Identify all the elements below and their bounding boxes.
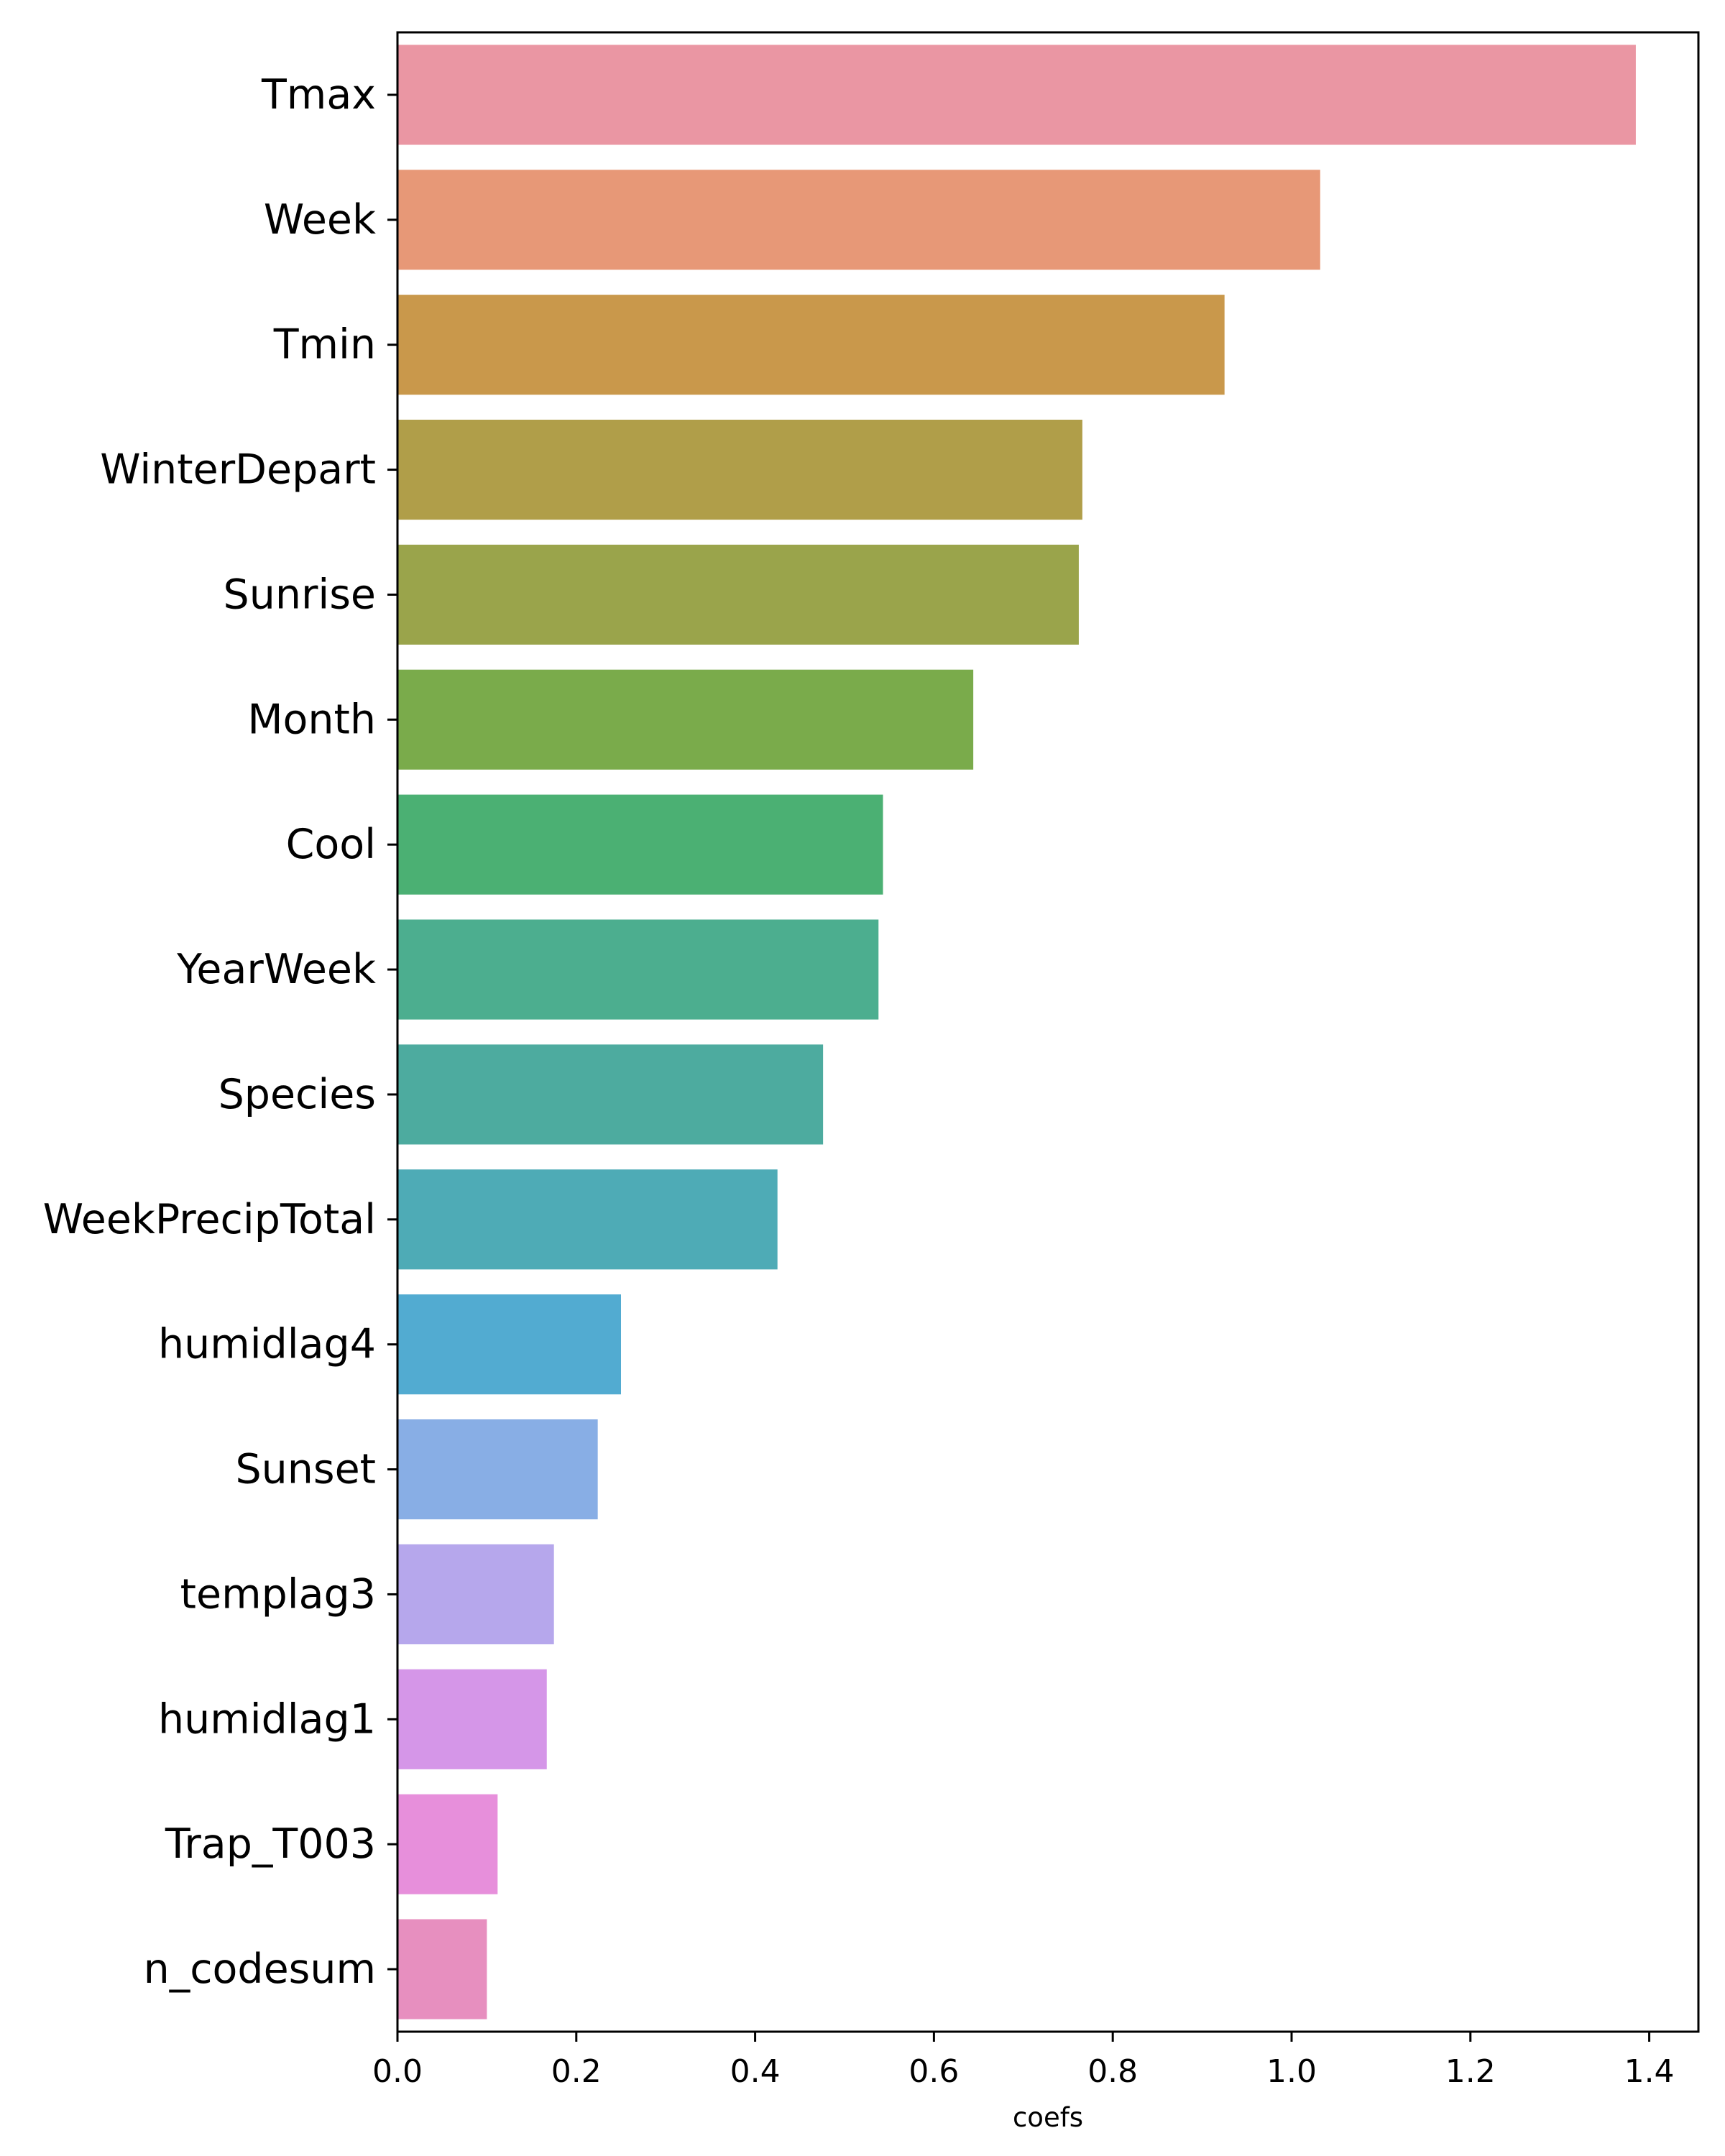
- x-tick-label-0.6: 0.6: [908, 2053, 959, 2090]
- category-label-Tmax: Tmax: [261, 71, 376, 119]
- x-tick-label-1.4: 1.4: [1624, 2053, 1675, 2090]
- category-label-templag3: templag3: [180, 1570, 376, 1618]
- category-label-Month: Month: [247, 696, 376, 743]
- category-label-Sunset: Sunset: [235, 1446, 376, 1493]
- category-label-n_codesum: n_codesum: [144, 1945, 376, 1993]
- category-label-Tmin: Tmin: [273, 321, 376, 369]
- category-label-Trap_T003: Trap_T003: [165, 1820, 376, 1868]
- bar-Week: [397, 170, 1320, 270]
- x-tick-label-0.2: 0.2: [551, 2053, 602, 2090]
- bar-Species: [397, 1044, 824, 1145]
- bar-Cool: [397, 794, 883, 895]
- bar-WeekPrecipTotal: [397, 1169, 778, 1270]
- category-label-YearWeek: YearWeek: [176, 946, 376, 993]
- x-tick-label-0.8: 0.8: [1087, 2053, 1138, 2090]
- category-label-Sunrise: Sunrise: [224, 571, 376, 618]
- bar-Month: [397, 669, 974, 770]
- bar-Trap_T003: [397, 1794, 498, 1894]
- category-axis-labels: Tmax Week Tmin WinterDepart Sunrise Month Cool…: [43, 71, 397, 1993]
- bar-Tmax: [397, 45, 1636, 145]
- bar-Sunrise: [397, 544, 1079, 645]
- bar-WinterDepart: [397, 420, 1082, 520]
- category-label-humidlag4: humidlag4: [158, 1321, 376, 1368]
- value-axis-ticks: 0.0 0.2 0.4 0.6 0.8 1.0 1.2 1.4: [372, 2032, 1675, 2090]
- x-tick-label-1.2: 1.2: [1445, 2053, 1496, 2090]
- bar-humidlag1: [397, 1669, 547, 1769]
- bar-YearWeek: [397, 919, 879, 1020]
- bar-Tmin: [397, 295, 1225, 395]
- bar-Sunset: [397, 1419, 598, 1520]
- x-axis-label: coefs: [1013, 2102, 1083, 2133]
- x-tick-label-0.0: 0.0: [372, 2053, 423, 2090]
- bar-n_codesum: [397, 1919, 487, 2019]
- x-tick-label-1.0: 1.0: [1266, 2053, 1317, 2090]
- category-label-WinterDepart: WinterDepart: [100, 446, 376, 494]
- category-label-Week: Week: [264, 196, 376, 244]
- category-label-humidlag1: humidlag1: [158, 1695, 376, 1743]
- x-tick-label-0.4: 0.4: [730, 2053, 781, 2090]
- category-label-Species: Species: [218, 1071, 376, 1118]
- bar-humidlag4: [397, 1294, 621, 1395]
- bars: [397, 45, 1636, 2019]
- category-label-WeekPrecipTotal: WeekPrecipTotal: [43, 1196, 376, 1243]
- bar-templag3: [397, 1544, 554, 1644]
- category-label-Cool: Cool: [286, 821, 376, 868]
- plot-frame: [396, 31, 1700, 2033]
